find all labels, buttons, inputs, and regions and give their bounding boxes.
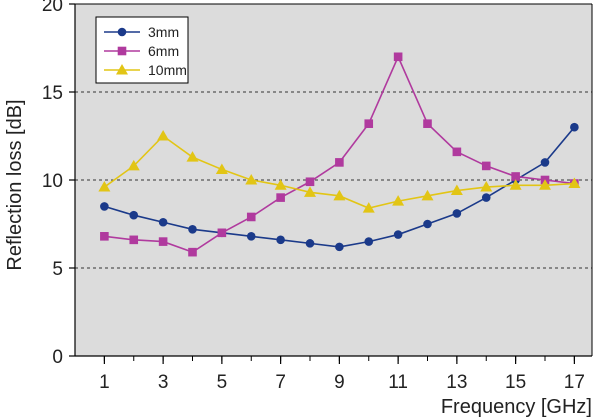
x-tick-label: 11 xyxy=(388,372,408,393)
data-point-10mm xyxy=(274,179,287,190)
data-point-3mm xyxy=(393,230,403,239)
data-point-3mm xyxy=(129,210,139,220)
x-tick-label: 3 xyxy=(158,372,169,393)
data-point-3mm xyxy=(481,193,491,202)
grid-lines xyxy=(75,91,592,269)
legend: 3mm 6mm 10mm xyxy=(95,16,189,84)
legend-label: 3mm xyxy=(148,24,179,40)
data-point-10mm xyxy=(450,184,463,196)
data-point-3mm xyxy=(188,224,197,234)
data-point-6mm xyxy=(217,228,227,238)
data-point-10mm xyxy=(539,179,551,190)
legend-label: 6mm xyxy=(148,43,179,59)
data-point-3mm xyxy=(540,158,550,167)
data-point-10mm xyxy=(392,195,405,206)
data-point-6mm xyxy=(511,172,520,181)
x-tick-label: 1 xyxy=(99,372,110,393)
y-axis-title: Reflection loss [dB] xyxy=(4,99,26,270)
data-point-6mm xyxy=(276,193,285,202)
series-3mm xyxy=(100,122,579,252)
data-point-3mm xyxy=(423,219,432,229)
data-point-6mm xyxy=(481,161,491,171)
data-point-6mm xyxy=(158,237,168,246)
legend-box xyxy=(95,16,189,84)
legend-label: 10mm xyxy=(148,62,187,78)
data-point-10mm xyxy=(362,202,375,213)
data-point-6mm xyxy=(188,247,197,257)
data-point-3mm xyxy=(276,235,285,245)
series-10mm xyxy=(98,130,581,213)
data-point-6mm xyxy=(452,147,462,157)
data-point-3mm xyxy=(570,122,579,132)
legend-marker xyxy=(117,46,127,56)
x-tick-label: 5 xyxy=(217,372,228,393)
data-point-6mm xyxy=(129,235,139,245)
data-point-3mm xyxy=(364,237,374,246)
data-point-10mm xyxy=(304,186,316,197)
data-point-10mm xyxy=(98,181,111,192)
data-point-10mm xyxy=(421,189,434,201)
x-tick-label: 17 xyxy=(564,372,585,393)
legend-entry-3mm: 3mm xyxy=(104,24,179,40)
y-tick-label: 15 xyxy=(42,83,63,104)
data-point-10mm xyxy=(245,174,258,185)
x-tick-label: 13 xyxy=(446,372,467,393)
data-point-6mm xyxy=(393,52,403,62)
x-tick-label: 15 xyxy=(505,372,526,393)
data-point-6mm xyxy=(305,177,315,187)
data-series xyxy=(98,52,581,257)
data-point-10mm xyxy=(333,189,346,201)
data-point-6mm xyxy=(364,119,374,128)
data-point-3mm xyxy=(158,217,168,227)
x-tick-label: 7 xyxy=(275,372,286,393)
legend-marker xyxy=(117,27,127,37)
data-point-10mm xyxy=(568,177,581,189)
data-point-10mm xyxy=(157,130,170,141)
x-axis-title: Frequency [GHz] xyxy=(441,396,592,418)
data-point-6mm xyxy=(335,158,344,167)
data-point-10mm xyxy=(127,159,140,171)
y-tick-label: 0 xyxy=(52,347,63,368)
data-point-10mm xyxy=(509,179,522,190)
data-point-6mm xyxy=(246,212,256,222)
y-tick-label: 10 xyxy=(42,171,63,192)
data-point-10mm xyxy=(215,163,228,174)
data-point-3mm xyxy=(452,209,462,218)
legend-entry-10mm: 10mm xyxy=(104,62,187,78)
data-point-6mm xyxy=(423,119,432,128)
legend-entry-6mm: 6mm xyxy=(104,43,179,59)
data-point-3mm xyxy=(246,232,256,241)
data-point-10mm xyxy=(186,151,199,162)
data-point-3mm xyxy=(305,239,315,248)
legend-marker xyxy=(116,64,128,75)
data-point-10mm xyxy=(480,181,493,192)
data-point-6mm xyxy=(100,232,109,241)
data-point-3mm xyxy=(335,242,344,252)
y-tick-label: 20 xyxy=(42,0,63,16)
x-tick-label: 9 xyxy=(334,372,345,393)
y-tick-label: 5 xyxy=(52,259,63,280)
data-point-3mm xyxy=(100,202,109,211)
